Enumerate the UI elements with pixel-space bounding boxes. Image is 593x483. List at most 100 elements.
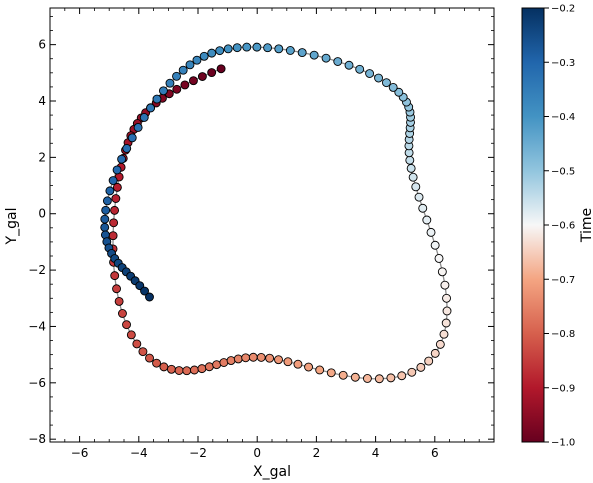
orbit-point [405,155,415,165]
orbit-point [406,163,416,173]
orbit-point [174,366,184,375]
orbit-point [139,113,149,122]
colorbar-tick-label: −0.2 [551,4,575,15]
orbit-point [122,320,131,330]
orbit-point [248,352,258,362]
colorbar-gradient [521,7,545,443]
orbit-point [274,355,283,365]
y-tick-label: 6 [38,38,46,52]
orbit-point [411,182,421,192]
x-axis-label: X_gal [253,464,291,480]
x-tick-label: −4 [130,446,148,460]
orbit-point [242,42,252,52]
orbit-point [108,176,118,185]
orbit-point [285,46,295,55]
orbit-point [435,339,445,349]
orbit-point [309,50,319,60]
orbit-point [407,367,417,377]
orbit-point [374,73,383,83]
colorbar-tick-label: −0.9 [551,383,575,394]
orbit-point [108,231,118,241]
orbit-point [192,55,202,65]
orbit-point [381,78,391,88]
orbit-point [114,296,124,306]
colorbar-tick-label: −1.0 [551,438,575,449]
orbit-point [172,84,182,94]
orbit-point [293,359,303,369]
orbit-point [111,194,121,203]
orbit-point [199,51,209,61]
orbit-point [100,222,110,232]
orbit-point [146,103,156,113]
x-axis-ticks: −6 −4 −2 0 2 4 6 [49,8,480,460]
orbit-point [145,353,154,363]
orbit-point [388,82,398,92]
x-tick-label: 2 [313,446,321,460]
orbit-point [321,53,331,63]
orbit-point [212,360,222,370]
orbit-point [185,60,195,70]
y-tick-label: 0 [38,207,46,221]
orbit-point [315,365,325,375]
orbit-point [216,64,226,74]
colorbar-tick-label: −0.8 [551,329,575,340]
y-tick-label: −8 [28,432,46,446]
orbit-points [100,42,452,384]
orbit-point [117,154,127,164]
orbit-point [440,280,450,290]
colorbar-tick-label: −0.6 [551,221,575,232]
colorbar-tick-label: −0.4 [551,112,575,123]
orbit-point [158,86,168,96]
orbit-point [233,354,243,364]
orbit-point [215,46,225,56]
plot-area [49,7,495,443]
orbit-point [350,372,360,382]
orbit-point [180,80,190,90]
orbit-point [263,43,273,53]
orbit-point [197,72,207,81]
orbit-point [102,196,112,206]
colorbar-tick-label: −0.5 [551,166,575,177]
orbit-point [207,68,217,78]
orbit-point [326,368,336,378]
colorbar-label: Time [579,208,593,243]
orbit-point [112,284,122,294]
x-tick-label: 4 [372,446,380,460]
orbit-point [204,362,214,372]
colorbar-ticks: −1.0 −0.9 −0.8 −0.7 −0.6 −0.5 −0.4 −0.3 −0.2 [544,4,575,449]
orbit-point [109,218,119,228]
orbit-point [442,293,451,303]
y-tick-label: −2 [28,263,46,277]
orbit-point [426,227,436,237]
orbit-point [140,286,150,296]
orbit-point [126,330,136,340]
x-tick-label: −2 [189,446,207,460]
orbit-point [152,358,162,368]
orbit-point [397,371,407,381]
orbit-point [441,318,451,328]
orbit-point [172,71,181,81]
orbit-point [110,271,120,281]
orbit-point [418,203,428,213]
orbit-point [197,364,207,374]
orbit-point [386,373,396,383]
orbit-point [344,60,354,70]
colorbar-tick-label: −0.7 [551,275,575,286]
x-tick-label: 6 [431,446,439,460]
orbit-point [439,329,449,339]
orbit-point [265,353,275,363]
y-tick-label: 4 [38,94,46,108]
orbit-point [355,64,365,74]
orbit-point [118,309,127,318]
orbit-point [207,48,217,58]
orbit-point [138,347,148,357]
orbit-point [223,44,233,54]
orbit-point [232,43,242,53]
orbit-point [442,306,452,316]
orbit-point [362,374,372,383]
y-tick-label: −4 [28,319,46,333]
orbit-point [105,186,115,196]
orbit-point [283,357,293,367]
orbit-point [112,182,122,192]
orbit-point [152,94,162,104]
